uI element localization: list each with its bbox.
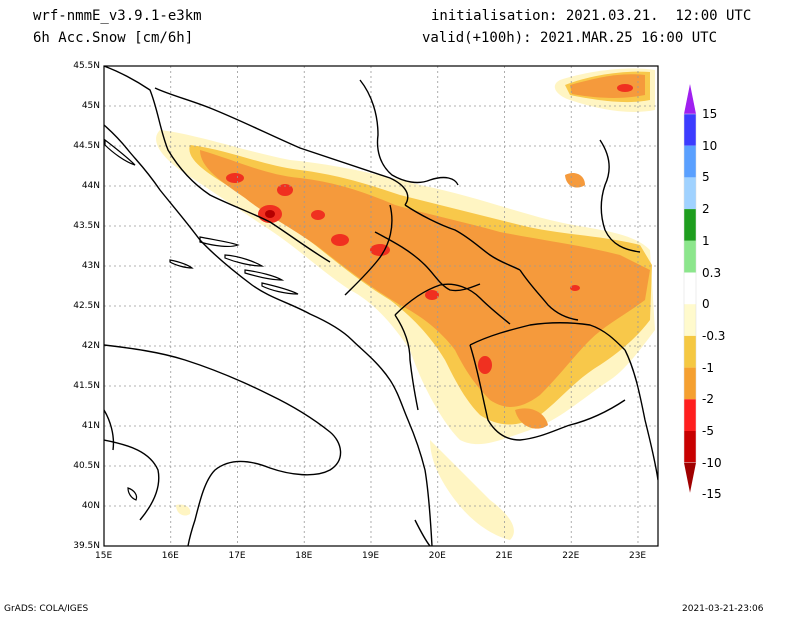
lon-tick-label: 16E [161,551,179,561]
legend-label: 2 [702,202,710,217]
legend-label: 0 [702,297,710,312]
legend-label: 1 [702,233,710,248]
legend-swatch [684,304,696,336]
lat-tick-label: 44.5N [73,141,100,151]
legend-swatch [684,367,696,400]
legend-label: -1 [702,360,714,375]
lon-tick-label: 20E [428,551,446,561]
snow-extreme-areas [265,210,275,218]
legend-swatch [684,272,696,305]
legend-label: 10 [702,138,718,153]
snow-very-heavy-areas [226,84,633,374]
legend-label: 15 [702,107,718,121]
legend-label: 0.3 [702,265,722,280]
lon-tick-label: 19E [361,551,380,561]
legend-label: -0.3 [702,328,726,343]
legend-outline [683,113,697,463]
legend-top-arrow [684,84,696,114]
model-label: wrf-nmmE_v3.9.1-e3km [33,8,202,24]
lat-tick-label: 43.5N [73,221,100,231]
lat-tick-label: 43N [81,261,100,271]
lat-tick-label: 44N [81,181,100,191]
lon-tick-label: 21E [495,551,513,561]
legend-label: -10 [702,455,722,470]
lon-tick-label: 22E [562,551,580,561]
coastlines-borders [104,66,658,546]
valid-time: valid(+100h): 2021.MAR.25 16:00 UTC [422,30,718,46]
legend-swatch [684,177,696,210]
init-time: initialisation: 2021.03.21. 12:00 UTC [431,8,752,24]
legend-label: -5 [702,424,714,438]
lat-tick-label: 40N [81,501,100,511]
lat-tick-label: 41N [81,421,100,431]
legend-swatch [684,114,696,146]
legend-swatch [684,145,696,178]
legend-swatch [684,240,696,273]
lon-tick-label: 23E [628,551,647,561]
islands [104,138,299,501]
legend-label: 5 [702,170,710,185]
lat-tick-label: 42.5N [73,301,100,311]
snow-fields [156,68,655,540]
legend-bottom-arrow [684,462,696,493]
plot-frame [103,65,659,547]
legend-swatch [684,209,696,241]
legend-swatch [684,399,696,431]
footer-timestamp: 2021-03-21-23:06 [682,604,764,614]
legend-swatch [684,431,696,463]
lat-tick-label: 41.5N [73,381,100,391]
lat-tick-label: 39.5N [73,541,100,551]
legend-colorbar [683,84,697,493]
legend-label: -2 [702,392,714,407]
lat-tick-label: 40.5N [73,461,100,471]
footer-credit: GrADS: COLA/IGES [4,604,89,614]
lon-tick-label: 15E [95,551,113,561]
lon-tick-label: 17E [228,551,246,561]
lat-tick-label: 45N [81,101,100,111]
lon-tick-label: 18E [295,551,313,561]
legend-label: -15 [702,487,722,502]
legend-swatch [684,335,696,368]
lat-tick-label: 42N [81,341,100,351]
lat-tick-label: 45.5N [73,61,100,71]
field-label: 6h Acc.Snow [cm/6h] [33,30,194,46]
